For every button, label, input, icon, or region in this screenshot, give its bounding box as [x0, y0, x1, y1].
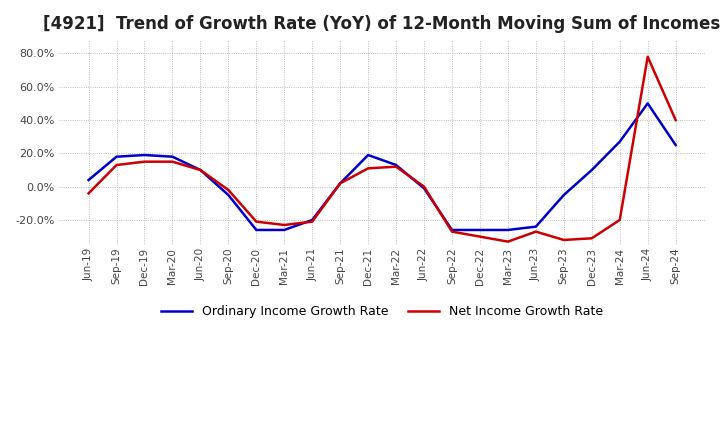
- Ordinary Income Growth Rate: [308, 217, 317, 223]
- Ordinary Income Growth Rate: [616, 139, 624, 144]
- Net Income Growth Rate: [559, 237, 568, 242]
- Net Income Growth Rate: [531, 229, 540, 234]
- Net Income Growth Rate: [280, 222, 289, 227]
- Ordinary Income Growth Rate: [559, 192, 568, 198]
- Ordinary Income Growth Rate: [503, 227, 512, 233]
- Net Income Growth Rate: [112, 162, 121, 168]
- Net Income Growth Rate: [252, 219, 261, 224]
- Ordinary Income Growth Rate: [280, 227, 289, 233]
- Net Income Growth Rate: [224, 187, 233, 193]
- Net Income Growth Rate: [308, 219, 317, 224]
- Ordinary Income Growth Rate: [644, 101, 652, 106]
- Net Income Growth Rate: [336, 181, 344, 186]
- Net Income Growth Rate: [588, 236, 596, 241]
- Net Income Growth Rate: [420, 184, 428, 189]
- Net Income Growth Rate: [644, 54, 652, 59]
- Net Income Growth Rate: [364, 166, 372, 171]
- Ordinary Income Growth Rate: [112, 154, 121, 159]
- Title: [4921]  Trend of Growth Rate (YoY) of 12-Month Moving Sum of Incomes: [4921] Trend of Growth Rate (YoY) of 12-…: [43, 15, 720, 33]
- Ordinary Income Growth Rate: [392, 162, 400, 168]
- Ordinary Income Growth Rate: [671, 143, 680, 148]
- Net Income Growth Rate: [671, 117, 680, 123]
- Net Income Growth Rate: [196, 167, 204, 172]
- Line: Net Income Growth Rate: Net Income Growth Rate: [89, 57, 675, 242]
- Net Income Growth Rate: [476, 234, 485, 239]
- Line: Ordinary Income Growth Rate: Ordinary Income Growth Rate: [89, 103, 675, 230]
- Ordinary Income Growth Rate: [140, 152, 149, 158]
- Ordinary Income Growth Rate: [476, 227, 485, 233]
- Net Income Growth Rate: [168, 159, 177, 164]
- Ordinary Income Growth Rate: [224, 192, 233, 198]
- Legend: Ordinary Income Growth Rate, Net Income Growth Rate: Ordinary Income Growth Rate, Net Income …: [155, 299, 609, 325]
- Net Income Growth Rate: [448, 229, 456, 234]
- Ordinary Income Growth Rate: [336, 181, 344, 186]
- Ordinary Income Growth Rate: [420, 186, 428, 191]
- Ordinary Income Growth Rate: [84, 177, 93, 183]
- Ordinary Income Growth Rate: [168, 154, 177, 159]
- Ordinary Income Growth Rate: [196, 167, 204, 172]
- Ordinary Income Growth Rate: [588, 167, 596, 172]
- Ordinary Income Growth Rate: [252, 227, 261, 233]
- Ordinary Income Growth Rate: [531, 224, 540, 229]
- Net Income Growth Rate: [616, 217, 624, 223]
- Ordinary Income Growth Rate: [364, 152, 372, 158]
- Net Income Growth Rate: [392, 164, 400, 169]
- Ordinary Income Growth Rate: [448, 227, 456, 233]
- Net Income Growth Rate: [84, 191, 93, 196]
- Net Income Growth Rate: [140, 159, 149, 164]
- Net Income Growth Rate: [503, 239, 512, 244]
